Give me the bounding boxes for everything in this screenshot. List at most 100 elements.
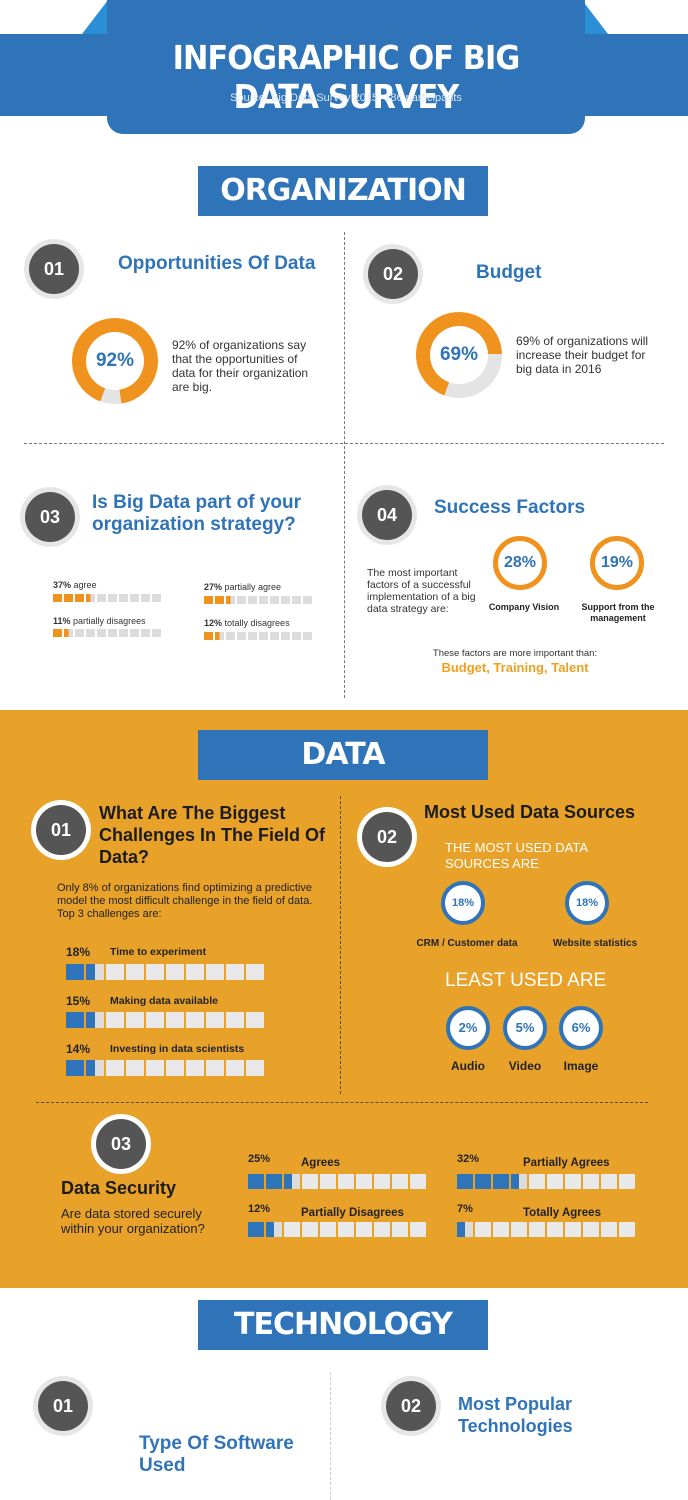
strategy-title: Is Big Data part of your organization st… — [92, 492, 302, 535]
strategy-bar-square — [64, 594, 73, 602]
security-bar-square — [601, 1222, 617, 1237]
challenge-bar-square — [166, 1060, 184, 1076]
challenge-bar-square — [66, 1060, 84, 1076]
challenge-bar-square — [106, 964, 124, 980]
challenge-bar-square — [226, 964, 244, 980]
security-bar-square — [248, 1174, 264, 1189]
factors-highlight: Budget, Training, Talent — [441, 660, 589, 675]
number-badge-02: 02 — [368, 249, 418, 299]
strategy-bar-square — [75, 629, 84, 637]
tech-number-badge-02: 02 — [386, 1381, 436, 1431]
security-bar-square — [619, 1222, 635, 1237]
strategy-bar-square — [108, 629, 117, 637]
security-bar-square — [493, 1174, 509, 1189]
strategy-bar-square — [226, 596, 235, 604]
least-used-label-image: Image — [563, 1059, 599, 1073]
challenge-bar-square — [166, 964, 184, 980]
challenge-bar-square — [206, 1012, 224, 1028]
security-label-partially-disagrees: Partially Disagrees — [301, 1207, 404, 1219]
most-used-circle-crm: 18% — [441, 881, 485, 925]
banner-organization: ORGANIZATION — [198, 166, 488, 216]
donut-budget-label: 69% — [430, 326, 488, 384]
security-bar-square — [410, 1174, 426, 1189]
security-bar-square — [320, 1222, 336, 1237]
challenge-bar-square — [206, 964, 224, 980]
security-bar-square — [302, 1174, 318, 1189]
challenge-bar-square — [146, 964, 164, 980]
data-sources-title: Most Used Data Sources — [424, 802, 636, 822]
challenge-bar-3 — [66, 1060, 264, 1076]
number-badge-03: 03 — [25, 492, 75, 542]
opportunities-text: 92% of organizations say that the opport… — [172, 338, 309, 394]
challenges-text: Only 8% of organizations find optimizing… — [57, 882, 313, 920]
security-bar-square — [565, 1174, 581, 1189]
strategy-label-agree: 37% agree — [53, 580, 97, 590]
challenge-bar-square — [166, 1012, 184, 1028]
success-factors-title: Success Factors — [434, 497, 586, 518]
header-ribbon-right — [582, 0, 608, 34]
strategy-bar-square — [204, 632, 213, 640]
donut-chart-opportunities: 92% — [72, 318, 158, 404]
security-bar-square — [356, 1174, 372, 1189]
strategy-bar-partially-disagrees — [53, 629, 161, 637]
popular-technologies-title: Most Popular Technologies — [458, 1394, 573, 1436]
challenge-bar-square — [106, 1012, 124, 1028]
most-used-circle-website: 18% — [565, 881, 609, 925]
security-pct-partially-disagrees: 12% — [248, 1203, 271, 1215]
strategy-bar-square — [53, 594, 62, 602]
strategy-bar-square — [270, 632, 279, 640]
challenge-bar-square — [106, 1060, 124, 1076]
factors-note: These factors are more important than: — [432, 648, 598, 659]
strategy-bar-square — [86, 629, 95, 637]
opportunities-title: Opportunities Of Data — [118, 253, 316, 274]
security-bar-square — [511, 1222, 527, 1237]
security-bar-square — [619, 1174, 635, 1189]
security-bar-square — [302, 1222, 318, 1237]
strategy-bar-square — [237, 632, 246, 640]
tech-number-badge-01: 01 — [38, 1381, 88, 1431]
data-security-text: Are data stored securely within your org… — [61, 1206, 205, 1236]
challenge-bar-square — [246, 1012, 264, 1028]
data-section-background — [0, 710, 688, 1288]
security-bar-square — [374, 1174, 390, 1189]
security-pct-totally-agrees: 7% — [457, 1203, 473, 1215]
strategy-bar-partially-agree — [204, 596, 312, 604]
security-bar-square — [601, 1174, 617, 1189]
security-bar-square — [284, 1174, 300, 1189]
data-divider-horizontal — [36, 1102, 648, 1103]
data-number-badge-03: 03 — [96, 1119, 146, 1169]
success-factors-text: The most important factors of a successf… — [367, 567, 476, 615]
strategy-bar-square — [226, 632, 235, 640]
banner-data: DATA — [198, 730, 488, 780]
security-bar-square — [529, 1222, 545, 1237]
strategy-bar-square — [237, 596, 246, 604]
security-bar-agrees — [248, 1174, 426, 1189]
security-label-totally-agrees: Totally Agrees — [523, 1207, 601, 1219]
tech-divider-vertical — [330, 1372, 331, 1500]
strategy-bar-square — [152, 594, 161, 602]
challenge-bar-square — [226, 1060, 244, 1076]
strategy-bar-square — [248, 632, 257, 640]
strategy-bar-square — [86, 594, 95, 602]
challenge-bar-square — [126, 964, 144, 980]
strategy-bar-square — [204, 596, 213, 604]
strategy-bar-square — [215, 596, 224, 604]
security-bar-square — [266, 1222, 282, 1237]
factor-label-company-vision: Company Vision — [488, 602, 560, 612]
divider-horizontal — [24, 443, 664, 444]
security-bar-square — [410, 1222, 426, 1237]
strategy-bar-square — [75, 594, 84, 602]
security-pct-agrees: 25% — [248, 1153, 271, 1165]
challenge-bar-2 — [66, 1012, 264, 1028]
challenge-bar-square — [86, 1012, 104, 1028]
security-bar-partially-disagrees — [248, 1222, 426, 1237]
factor-circle-company-vision: 28% — [493, 536, 547, 590]
data-divider-vertical — [340, 796, 341, 1094]
budget-title: Budget — [476, 262, 542, 283]
strategy-bar-totally-disagrees — [204, 632, 312, 640]
challenge-bar-square — [206, 1060, 224, 1076]
challenge-pct-2: 15% — [66, 994, 91, 1008]
security-bar-square — [338, 1222, 354, 1237]
strategy-bar-square — [97, 629, 106, 637]
least-used-heading: LEAST USED ARE — [445, 970, 607, 991]
